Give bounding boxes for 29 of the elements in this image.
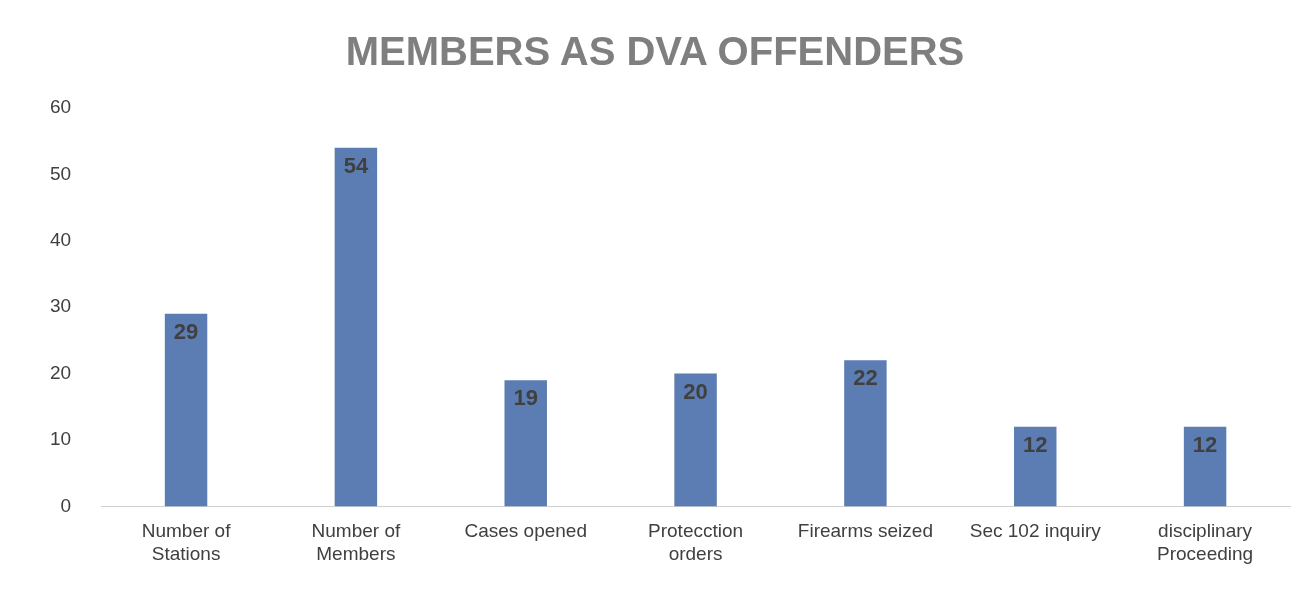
y-tick-label: 0 bbox=[60, 494, 72, 516]
x-tick-label: Sec 102 inquiry bbox=[969, 520, 1102, 542]
y-tick-label: 40 bbox=[49, 229, 72, 251]
x-tick-label: Cases opened bbox=[464, 520, 587, 542]
data-label: 19 bbox=[513, 385, 538, 411]
chart-title: MEMBERS AS DVA OFFENDERS bbox=[345, 29, 965, 74]
bar bbox=[334, 147, 378, 507]
data-label: 29 bbox=[173, 318, 199, 344]
y-tick-label: 20 bbox=[49, 361, 72, 383]
y-tick-label: 50 bbox=[49, 162, 72, 184]
y-tick-label: 30 bbox=[49, 295, 72, 317]
x-tick-label: Protecction orders bbox=[648, 520, 744, 564]
bar bbox=[674, 373, 717, 507]
bar bbox=[164, 313, 208, 507]
bar bbox=[844, 360, 887, 507]
bar bbox=[1014, 426, 1057, 507]
data-label: 22 bbox=[853, 365, 878, 391]
y-tick-label: 60 bbox=[49, 96, 72, 118]
data-label: 12 bbox=[1023, 431, 1048, 457]
x-tick-label: Number of Members bbox=[311, 520, 401, 564]
x-tick-label: disciplinary Proceeding bbox=[1157, 520, 1254, 564]
x-tick-label: Firearms seized bbox=[797, 520, 933, 542]
x-tick-label: Number of Stations bbox=[141, 520, 232, 564]
bar bbox=[1183, 426, 1227, 507]
data-label: 20 bbox=[683, 378, 708, 404]
data-label: 54 bbox=[343, 152, 369, 178]
data-label: 12 bbox=[1192, 431, 1218, 457]
bar bbox=[504, 380, 547, 507]
y-tick-label: 10 bbox=[49, 428, 72, 450]
